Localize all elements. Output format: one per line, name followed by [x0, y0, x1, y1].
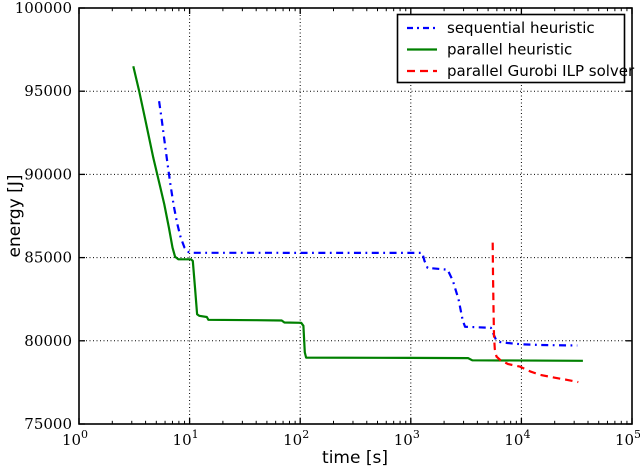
legend-label-parallel-gurobi: parallel Gurobi ILP solver	[447, 62, 635, 80]
x-tick-label: 105	[615, 428, 640, 449]
y-tick-label: 90000	[24, 165, 72, 183]
tick-layer	[78, 7, 633, 425]
series-parallel-gurobi-ilp-solver	[491, 242, 579, 384]
plot-frame	[78, 7, 633, 425]
y-tick-label: 95000	[24, 82, 72, 100]
y-tick-label: 85000	[24, 249, 72, 267]
grid-layer	[79, 8, 632, 424]
tick-label-layer: 75000 80000 85000 90000 95000 100000 100 101 102…	[15, 0, 640, 449]
y-tick-label: 75000	[24, 415, 72, 433]
series-sequential-heuristic	[158, 101, 578, 347]
legend-item-parallel-heuristic: parallel heuristic	[407, 41, 572, 59]
x-tick-label: 100	[62, 428, 88, 449]
y-tick-label: 80000	[24, 332, 72, 350]
legend: sequential heuristic parallel heuristic …	[396, 13, 635, 84]
y-axis-label: energy [J]	[5, 175, 25, 258]
y-tick-label: 100000	[15, 0, 72, 17]
x-tick-label: 102	[283, 428, 309, 449]
legend-label-parallel-heuristic: parallel heuristic	[447, 41, 572, 59]
x-tick-label: 104	[504, 428, 530, 449]
series-parallel-heuristic	[132, 65, 583, 362]
x-tick-label: 103	[394, 428, 420, 449]
legend-item-parallel-gurobi-ilp-solver: parallel Gurobi ILP solver	[407, 62, 635, 80]
legend-label-sequential-heuristic: sequential heuristic	[447, 19, 595, 37]
series-layer	[132, 65, 583, 384]
x-axis-label: time [s]	[322, 448, 388, 468]
legend-item-sequential-heuristic: sequential heuristic	[407, 19, 595, 37]
x-tick-label: 101	[173, 428, 199, 449]
